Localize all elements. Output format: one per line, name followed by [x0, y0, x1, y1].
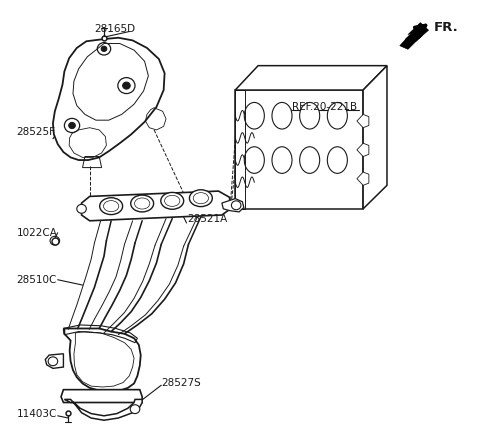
Circle shape — [48, 357, 58, 366]
Ellipse shape — [190, 190, 212, 206]
Text: REF.20-221B: REF.20-221B — [291, 102, 357, 112]
Circle shape — [69, 122, 75, 128]
Circle shape — [77, 204, 86, 213]
Ellipse shape — [327, 147, 348, 173]
Polygon shape — [61, 390, 142, 402]
Text: 28521A: 28521A — [188, 215, 228, 224]
Circle shape — [122, 82, 130, 89]
Ellipse shape — [272, 147, 292, 173]
Text: 28525F: 28525F — [17, 127, 56, 137]
Ellipse shape — [161, 192, 184, 209]
Polygon shape — [363, 66, 387, 209]
Polygon shape — [357, 143, 369, 157]
Polygon shape — [222, 198, 244, 212]
Ellipse shape — [100, 198, 122, 215]
Text: 28510C: 28510C — [17, 275, 57, 285]
Ellipse shape — [300, 147, 320, 173]
Text: 28165D: 28165D — [95, 25, 135, 34]
Ellipse shape — [272, 103, 292, 129]
Ellipse shape — [244, 103, 264, 129]
Circle shape — [130, 405, 140, 413]
Polygon shape — [357, 172, 369, 186]
Ellipse shape — [300, 103, 320, 129]
Circle shape — [101, 46, 107, 51]
Polygon shape — [357, 115, 369, 128]
Ellipse shape — [327, 103, 348, 129]
Polygon shape — [82, 191, 230, 221]
Text: 11403C: 11403C — [17, 409, 57, 420]
Ellipse shape — [131, 195, 154, 212]
Text: 1022CA: 1022CA — [17, 228, 58, 238]
Circle shape — [231, 201, 241, 210]
Polygon shape — [64, 400, 142, 420]
Polygon shape — [45, 354, 63, 368]
Text: FR.: FR. — [433, 21, 458, 34]
Polygon shape — [400, 23, 429, 49]
Polygon shape — [53, 38, 165, 160]
Polygon shape — [64, 329, 141, 392]
Ellipse shape — [244, 147, 264, 173]
Polygon shape — [235, 66, 387, 90]
Text: 28527S: 28527S — [161, 379, 201, 388]
Polygon shape — [235, 90, 363, 209]
